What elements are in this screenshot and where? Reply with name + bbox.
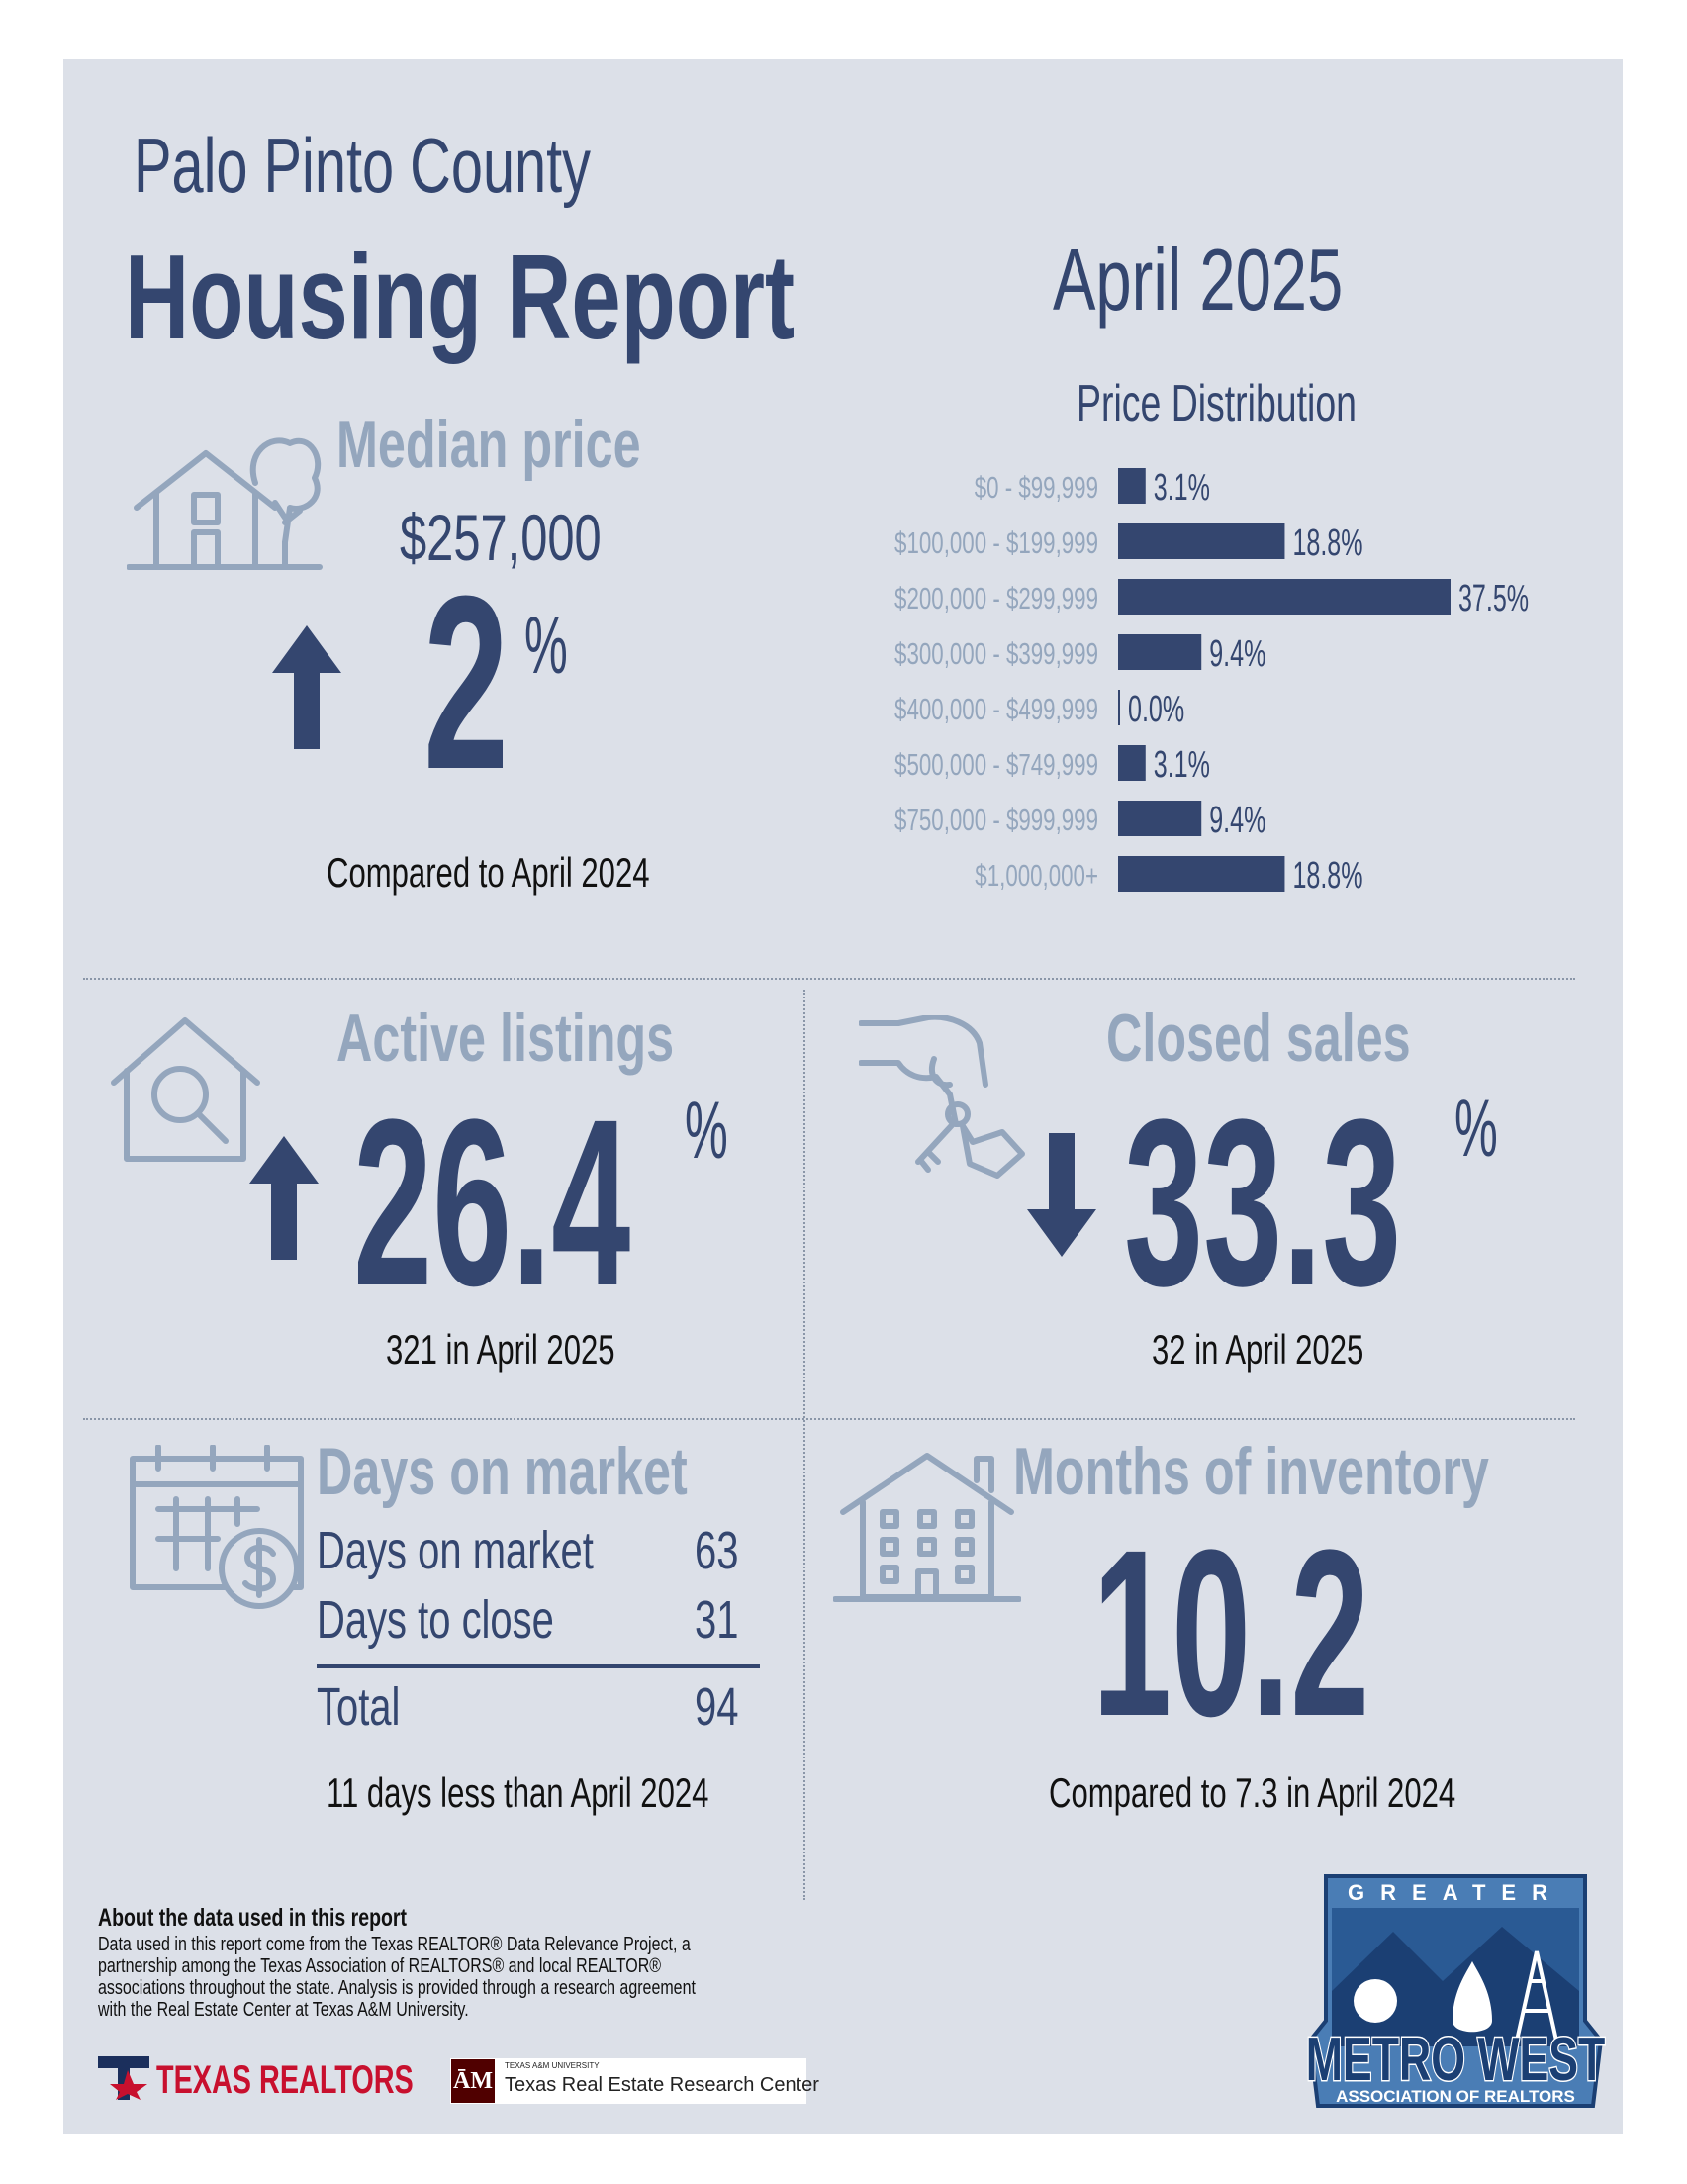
tamu-center-text: Texas Real Estate Research Center — [505, 2074, 819, 2096]
dtc-row-label: Days to close — [317, 1590, 554, 1650]
metro-west-sub-text: ASSOCIATION OF REALTORS — [1336, 2087, 1575, 2106]
distribution-bar — [1118, 634, 1202, 670]
value-label: 18.8% — [1292, 522, 1362, 563]
months-inventory-value: 10.2 — [1092, 1500, 1370, 1765]
metro-west-name-text: METRO WEST — [1306, 2026, 1606, 2094]
active-listings-note: 321 in April 2025 — [386, 1326, 615, 1373]
tamu-mark-icon: ĀM — [451, 2059, 495, 2103]
category-label: $200,000 - $299,999 — [894, 581, 1098, 615]
value-label: 3.1% — [1154, 466, 1210, 508]
house-search-icon — [111, 1017, 260, 1162]
months-inventory-note: Compared to 7.3 in April 2024 — [1049, 1769, 1456, 1816]
category-label: $1,000,000+ — [975, 858, 1098, 892]
price-distribution-chart: $0 - $99,999 3.1% $100,000 - $199,999 18.8%… — [894, 466, 1529, 896]
category-label: $100,000 - $199,999 — [894, 525, 1098, 559]
distribution-bar — [1118, 801, 1202, 836]
calendar-dollar-icon — [130, 1445, 304, 1609]
report-panel — [63, 59, 1623, 2134]
report-title: Housing Report — [125, 230, 796, 364]
active-listings-unit: % — [685, 1086, 728, 1176]
metro-west-logo: GREATER METRO WEST ASSOCIATION OF REALTO… — [1304, 1874, 1607, 2108]
county-name: Palo Pinto County — [134, 122, 592, 209]
value-label: 3.1% — [1154, 743, 1210, 785]
category-label: $500,000 - $749,999 — [894, 747, 1098, 781]
arrow-up-icon — [272, 625, 341, 749]
median-change-value: 2 — [423, 544, 510, 820]
closed-sales-unit: % — [1454, 1084, 1498, 1174]
category-label: $400,000 - $499,999 — [894, 692, 1098, 725]
report-date: April 2025 — [1053, 231, 1344, 329]
distribution-bar — [1118, 745, 1146, 781]
divider-top — [83, 978, 1575, 980]
metro-west-top-text: GREATER — [1348, 1880, 1563, 1905]
distribution-bar — [1118, 523, 1285, 559]
arrow-up-icon — [249, 1136, 319, 1260]
building-icon — [833, 1453, 1021, 1602]
active-listings-change: 26.4 — [353, 1070, 631, 1335]
tamu-small-text: TEXAS A&M UNIVERSITY — [505, 2061, 600, 2070]
about-body: Data used in this report come from the T… — [98, 1934, 696, 2021]
category-label: $0 - $99,999 — [975, 470, 1098, 504]
median-price-label: Median price — [336, 407, 641, 482]
arrow-down-icon — [1027, 1133, 1096, 1257]
total-rule — [317, 1664, 760, 1668]
days-on-market-note: 11 days less than April 2024 — [327, 1769, 709, 1816]
closed-sales-label: Closed sales — [1106, 1000, 1411, 1076]
tamu-logo — [450, 2058, 806, 2104]
total-row-value: 94 — [695, 1677, 739, 1737]
category-label: $300,000 - $399,999 — [894, 636, 1098, 670]
value-label: 0.0% — [1128, 688, 1184, 729]
category-label: $750,000 - $999,999 — [894, 803, 1098, 836]
dtc-row-value: 31 — [695, 1590, 739, 1650]
house-tree-icon — [127, 437, 323, 570]
value-label: 18.8% — [1292, 854, 1362, 896]
dom-row-label: Days on market — [317, 1521, 594, 1580]
months-inventory-label: Months of inventory — [1013, 1434, 1489, 1509]
value-label: 37.5% — [1458, 577, 1529, 618]
hand-keys-icon — [859, 1015, 1025, 1179]
dom-row-value: 63 — [695, 1521, 739, 1580]
median-price-value: $257,000 — [400, 501, 602, 574]
price-distribution-title: Price Distribution — [1077, 375, 1357, 432]
closed-sales-change: 33.3 — [1124, 1070, 1402, 1335]
divider-vertical — [803, 990, 805, 1900]
days-on-market-label: Days on market — [317, 1434, 688, 1509]
closed-sales-note: 32 in April 2025 — [1152, 1326, 1364, 1373]
distribution-bar — [1118, 579, 1451, 615]
texas-realtors-logo-text: TEXAS REALTORS — [156, 2058, 414, 2102]
texas-realtors-logo-icon — [98, 2056, 149, 2100]
value-label: 9.4% — [1209, 799, 1265, 840]
distribution-bar — [1118, 690, 1120, 725]
about-title: About the data used in this report — [98, 1904, 408, 1932]
divider-middle — [83, 1418, 1575, 1420]
active-listings-label: Active listings — [336, 1000, 675, 1076]
distribution-bar — [1118, 856, 1285, 892]
median-price-note: Compared to April 2024 — [327, 849, 650, 896]
value-label: 9.4% — [1209, 632, 1265, 674]
total-row-label: Total — [317, 1677, 401, 1737]
distribution-bar — [1118, 468, 1146, 504]
median-change-unit: % — [524, 601, 568, 691]
